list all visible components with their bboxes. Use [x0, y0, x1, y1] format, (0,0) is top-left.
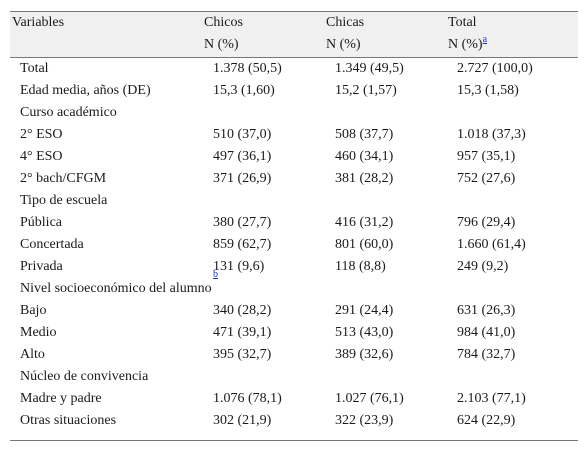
- cell-total: 752 (27,6): [457, 171, 516, 186]
- row-label: Tipo de escuela: [20, 193, 108, 208]
- cell-total: 784 (32,7): [457, 347, 516, 362]
- cell-chicos: 1.076 (78,1): [213, 391, 282, 406]
- header-chicas: Chicas: [326, 15, 365, 30]
- cell-chicas: 381 (28,2): [335, 171, 394, 186]
- row-label: Privada: [20, 259, 63, 274]
- table-row: 2° ESO 510 (37,0) 508 (37,7) 1.018 (37,3): [10, 124, 578, 146]
- cell-total: 631 (26,3): [457, 303, 516, 318]
- table-top-rule: [10, 11, 578, 12]
- row-label: Concertada: [20, 237, 84, 252]
- table-row: Tipo de escuela: [10, 190, 578, 212]
- row-label: 4° ESO: [20, 149, 63, 164]
- row-label: Edad media, años (DE): [20, 83, 151, 98]
- cell-chicos: 497 (36,1): [213, 149, 272, 164]
- cell-chicos: 859 (62,7): [213, 237, 272, 252]
- cell-chicas: 1.349 (49,5): [335, 61, 404, 76]
- table-row: Pública 380 (27,7) 416 (31,2) 796 (29,4): [10, 212, 578, 234]
- row-label: Núcleo de convivencia: [20, 369, 149, 384]
- cell-total: 984 (41,0): [457, 325, 516, 340]
- cell-chicos: 1.378 (50,5): [213, 61, 282, 76]
- header-variables: Variables: [12, 15, 65, 30]
- row-label: Medio: [20, 325, 57, 340]
- table-bottom-rule: [10, 440, 578, 441]
- row-label: Madre y padre: [20, 391, 102, 406]
- table-row: Edad media, años (DE) 15,3 (1,60) 15,2 (1,…: [10, 80, 578, 102]
- row-label: 2° ESO: [20, 127, 63, 142]
- cell-chicas: 460 (34,1): [335, 149, 394, 164]
- cell-chicas: 1.027 (76,1): [335, 391, 404, 406]
- table-row: Curso académico: [10, 102, 578, 124]
- table-row: Total 1.378 (50,5) 1.349 (49,5) 2.727 (100,…: [10, 58, 578, 80]
- footnote-marker: b: [213, 270, 218, 280]
- cell-total: 624 (22,9): [457, 413, 516, 428]
- table-row: Bajo 340 (28,2) 291 (24,4) 631 (26,3): [10, 300, 578, 322]
- row-label: Total: [20, 61, 49, 76]
- cell-chicos: 302 (21,9): [213, 413, 272, 428]
- header-total: Total: [448, 15, 477, 30]
- header-chicas-unit: N (%): [326, 37, 361, 52]
- table-row: Otras situaciones 302 (21,9) 322 (23,9) 624…: [10, 410, 578, 432]
- table-row: Nivel socioeconómico del alumno b: [10, 270, 578, 300]
- cell-chicas: 291 (24,4): [335, 303, 394, 318]
- cell-chicas: 513 (43,0): [335, 325, 394, 340]
- table-row: Privada 131 (9,6) 118 (8,8) 249 (9,2): [10, 256, 578, 278]
- header-chicos-unit: N (%): [204, 37, 239, 52]
- cell-total: 957 (35,1): [457, 149, 516, 164]
- row-label: Curso académico: [20, 105, 117, 120]
- row-label: 2° bach/CFGM: [20, 171, 107, 186]
- cell-chicos: 471 (39,1): [213, 325, 272, 340]
- row-label: Pública: [20, 215, 62, 230]
- cell-total: 796 (29,4): [457, 215, 516, 230]
- cell-chicas: 801 (60,0): [335, 237, 394, 252]
- table-row: Alto 395 (32,7) 389 (32,6) 784 (32,7): [10, 344, 578, 366]
- row-label: Otras situaciones: [20, 413, 117, 428]
- table-row: Medio 471 (39,1) 513 (43,0) 984 (41,0): [10, 322, 578, 344]
- cell-chicos: 510 (37,0): [213, 127, 272, 142]
- cell-chicos: 15,3 (1,60): [213, 83, 275, 98]
- cell-total: 1.018 (37,3): [457, 127, 526, 142]
- table-row: Concertada 859 (62,7) 801 (60,0) 1.660 (61,…: [10, 234, 578, 256]
- cell-chicas: 322 (23,9): [335, 413, 394, 428]
- cell-chicos: 131 (9,6): [213, 259, 265, 274]
- cell-total: 2.727 (100,0): [457, 61, 533, 76]
- cell-chicos: 380 (27,7): [213, 215, 272, 230]
- header-total-unit: N (%)a: [448, 34, 488, 52]
- cell-chicas: 508 (37,7): [335, 127, 394, 142]
- cell-chicos: 371 (26,9): [213, 171, 272, 186]
- cell-chicas: 118 (8,8): [335, 259, 386, 274]
- cell-total: 1.660 (61,4): [457, 237, 526, 252]
- footnote-b-link[interactable]: b: [213, 269, 218, 280]
- cell-chicos: 340 (28,2): [213, 303, 272, 318]
- row-label: Nivel socioeconómico del alumno: [20, 281, 212, 296]
- cell-chicas: 416 (31,2): [335, 215, 394, 230]
- cell-chicas: 15,2 (1,57): [335, 83, 397, 98]
- cell-chicas: 389 (32,6): [335, 347, 394, 362]
- header-chicos: Chicos: [204, 15, 243, 30]
- table-row: Madre y padre 1.076 (78,1) 1.027 (76,1) 2.1…: [10, 388, 578, 410]
- cell-total: 2.103 (77,1): [457, 391, 526, 406]
- table-row: 4° ESO 497 (36,1) 460 (34,1) 957 (35,1): [10, 146, 578, 168]
- footnote-a-link[interactable]: a: [482, 34, 488, 46]
- cell-total: 15,3 (1,58): [457, 83, 519, 98]
- cell-chicos: 395 (32,7): [213, 347, 272, 362]
- table-header: Variables Chicos N (%) Chicas N (%) Tota…: [10, 12, 578, 58]
- table-row: 2° bach/CFGM 371 (26,9) 381 (28,2) 752 (27,…: [10, 168, 578, 190]
- row-label: Bajo: [20, 303, 47, 318]
- table-row: Núcleo de convivencia: [10, 366, 578, 388]
- row-label: Alto: [20, 347, 45, 362]
- cell-total: 249 (9,2): [457, 259, 509, 274]
